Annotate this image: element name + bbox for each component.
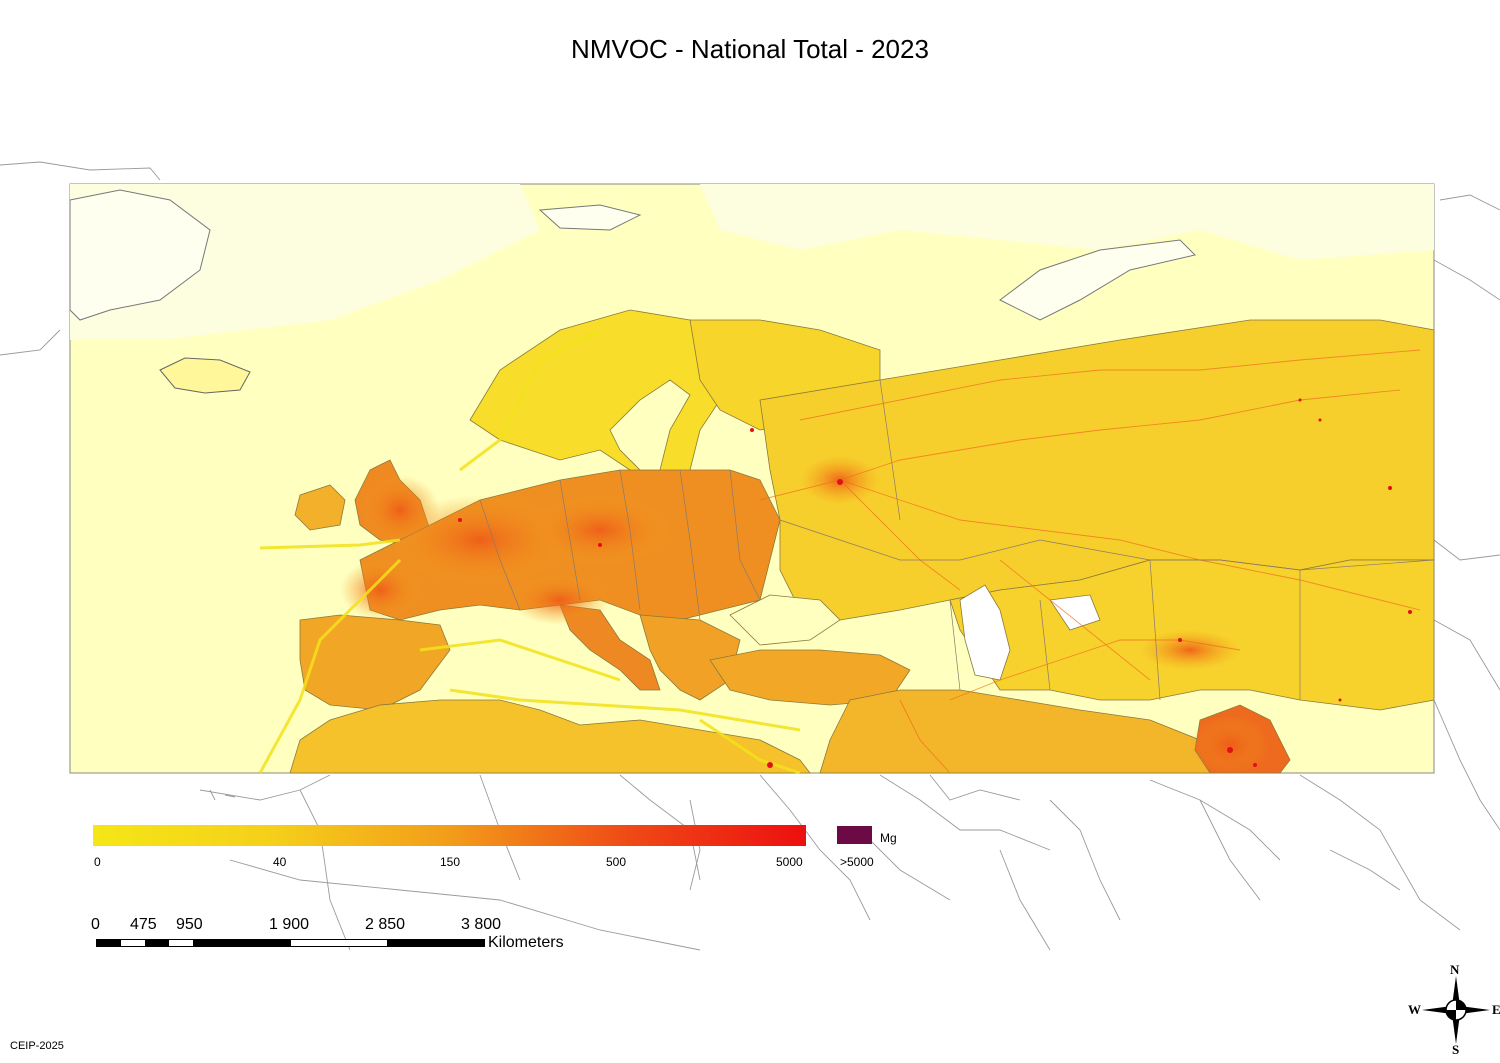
credit-label: CEIP-2025 (10, 1040, 64, 1052)
legend-tick: 0 (94, 855, 101, 869)
iceland (159, 357, 251, 394)
land-emissions (289, 309, 1435, 774)
scale-label: 475 (130, 916, 157, 933)
greenland-coast (69, 189, 211, 321)
scale-label: 950 (176, 916, 203, 933)
compass-n: N (1450, 962, 1460, 977)
aral-sea (1049, 594, 1101, 631)
scale-bar (96, 939, 485, 947)
map-title: NMVOC - National Total - 2023 (571, 34, 929, 64)
legend-color-bar (93, 825, 806, 846)
scale-label: 0 (91, 916, 100, 933)
legend-tick: 500 (606, 855, 627, 869)
legend-tick: 150 (440, 855, 461, 869)
legend-tick-max: >5000 (840, 855, 874, 869)
legend-tick: 5000 (776, 855, 803, 869)
baltic-sea (609, 379, 691, 471)
compass-rose-icon: N S W E (1408, 962, 1500, 1058)
legend-max-swatch (837, 826, 872, 844)
compass-s: S (1452, 1042, 1460, 1057)
scale-unit: Kilometers (488, 934, 564, 951)
scale-label: 2 850 (365, 916, 406, 933)
scale-label: 1 900 (269, 916, 310, 933)
legend-unit: Mg (880, 831, 897, 845)
black-sea (729, 594, 841, 646)
scale-label: 3 800 (461, 916, 502, 933)
legend-tick: 40 (273, 855, 287, 869)
caspian-sea (959, 584, 1011, 681)
compass-e: E (1492, 1002, 1500, 1017)
compass-w: W (1408, 1002, 1421, 1017)
